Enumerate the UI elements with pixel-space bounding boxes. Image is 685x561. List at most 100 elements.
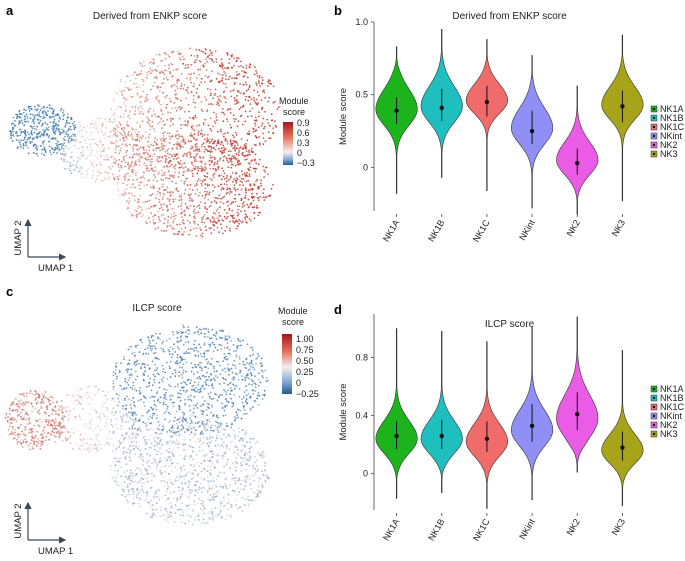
umap-cell xyxy=(209,177,212,180)
umap-cell xyxy=(236,178,239,181)
umap-cell xyxy=(140,472,143,475)
umap-cell xyxy=(249,63,252,66)
umap-cell xyxy=(24,120,26,123)
umap-cell xyxy=(213,334,216,336)
umap-cell xyxy=(149,415,151,418)
umap-cell xyxy=(175,158,178,160)
umap-cell xyxy=(225,451,227,453)
umap-cell xyxy=(237,208,240,211)
umap-cell xyxy=(128,359,131,362)
umap-cell xyxy=(209,397,211,400)
umap-cell xyxy=(129,411,132,414)
umap-cell xyxy=(124,81,127,84)
umap-cell xyxy=(179,147,182,150)
umap-cell xyxy=(226,212,228,215)
umap-cell xyxy=(101,405,104,408)
umap-cell xyxy=(195,58,198,61)
umap-cell xyxy=(8,434,11,436)
umap-cell xyxy=(69,156,72,159)
umap-cell xyxy=(110,116,113,118)
umap-cell xyxy=(130,213,133,216)
umap-cell xyxy=(132,475,135,478)
umap-cell xyxy=(43,426,46,429)
umap-cell xyxy=(262,371,264,373)
umap-cell xyxy=(268,82,270,84)
umap-cell xyxy=(126,137,128,140)
umap-cell xyxy=(130,163,133,165)
umap-cell xyxy=(200,430,203,433)
umap-cell xyxy=(242,147,245,149)
umap-cell xyxy=(211,508,214,511)
umap-cell xyxy=(245,64,248,67)
umap-cell xyxy=(147,336,150,339)
umap-cell xyxy=(242,83,245,86)
umap-cell xyxy=(104,132,107,134)
umap-cell xyxy=(157,437,159,439)
umap-cell xyxy=(260,357,263,360)
umap-cell xyxy=(204,162,207,165)
umap-cell xyxy=(140,157,143,160)
umap-cell xyxy=(175,439,178,441)
umap-cell xyxy=(90,407,93,410)
umap-cell xyxy=(175,498,178,501)
umap-cell xyxy=(34,146,37,149)
umap-cell xyxy=(110,421,113,423)
umap-cell xyxy=(122,405,125,407)
umap-cell xyxy=(258,94,260,97)
umap-cell xyxy=(46,123,49,126)
umap-cell xyxy=(155,147,158,150)
umap-cell xyxy=(214,496,217,498)
umap-cell xyxy=(195,386,198,389)
umap-cell xyxy=(183,412,186,415)
umap-cell xyxy=(169,194,172,197)
umap-cell xyxy=(109,438,112,441)
umap-cell xyxy=(221,187,224,189)
umap-cell xyxy=(31,392,34,395)
umap-cell xyxy=(235,504,238,506)
umap-cell xyxy=(216,217,219,220)
umap-cell xyxy=(158,147,161,149)
umap-cell xyxy=(234,82,236,84)
umap-cell xyxy=(158,436,161,439)
umap-cell xyxy=(201,396,204,399)
umap-cell xyxy=(150,499,153,502)
umap-cell xyxy=(139,449,142,452)
umap-cell xyxy=(193,83,196,85)
umap-cell xyxy=(75,140,77,143)
umap-cell xyxy=(244,452,247,455)
umap-cell xyxy=(193,503,196,506)
umap-cell xyxy=(207,465,209,468)
umap-cell xyxy=(33,442,36,444)
umap-cell xyxy=(166,225,169,227)
umap-cell xyxy=(213,156,216,159)
umap-cell xyxy=(194,61,197,64)
umap-cell xyxy=(203,146,206,148)
umap-cell xyxy=(160,480,163,482)
umap-cell xyxy=(249,371,252,374)
umap-cell xyxy=(162,370,164,373)
umap-cell xyxy=(182,416,185,419)
umap-cell xyxy=(132,493,134,496)
umap-cell xyxy=(132,411,135,414)
umap-cell xyxy=(154,222,157,225)
umap-cell xyxy=(132,490,135,493)
umap-cell xyxy=(235,182,238,184)
umap-cell xyxy=(180,227,183,230)
umap-cell xyxy=(59,152,62,155)
umap-cell xyxy=(27,120,29,123)
umap-cell xyxy=(129,475,131,477)
umap-cell xyxy=(248,149,250,152)
umap-cell xyxy=(245,180,248,183)
umap-cell xyxy=(219,95,222,97)
umap-cell xyxy=(268,137,271,140)
umap-cell xyxy=(178,105,181,108)
umap-cell xyxy=(212,414,215,416)
umap-cell xyxy=(50,153,53,156)
umap-cell xyxy=(265,380,268,383)
umap-cell xyxy=(135,82,137,85)
umap-cell xyxy=(147,118,150,121)
umap-cell xyxy=(134,199,136,202)
umap-cell xyxy=(102,153,105,156)
umap-cell xyxy=(37,121,40,124)
umap-cell xyxy=(146,164,149,167)
